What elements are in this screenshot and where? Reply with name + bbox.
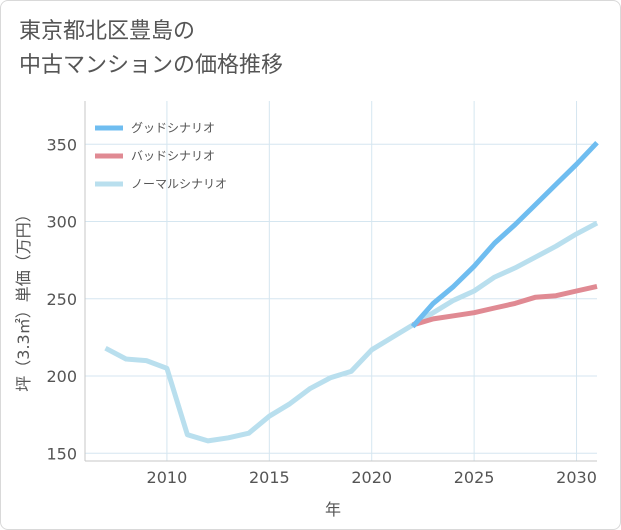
series-line-0 xyxy=(410,140,599,329)
series-lines xyxy=(104,140,599,444)
legend-entry: バッドシナリオ xyxy=(131,149,215,163)
x-tick-label: 2025 xyxy=(454,468,495,487)
legend-entry: グッドシナリオ xyxy=(131,121,215,135)
y-axis-title: 坪（3.3㎡）単価（万円） xyxy=(14,206,33,391)
y-tick-label: 250 xyxy=(46,290,77,309)
y-tick-label: 200 xyxy=(46,367,77,386)
axes xyxy=(84,101,597,462)
series-line-1 xyxy=(411,283,598,328)
chart-title-line-2: 中古マンションの価格推移 xyxy=(19,53,284,78)
x-tick-label: 2030 xyxy=(556,468,597,487)
y-tick-label: 300 xyxy=(46,213,77,232)
series-line-2 xyxy=(104,220,599,444)
x-tick-label: 2015 xyxy=(249,468,290,487)
legend-entry: ノーマルシナリオ xyxy=(131,177,227,191)
y-tick-label: 150 xyxy=(46,444,77,463)
x-tick-label: 2020 xyxy=(351,468,392,487)
chart-title: 東京都北区豊島の 中古マンションの価格推移 xyxy=(19,15,283,83)
y-tick-label: 350 xyxy=(46,135,77,154)
x-tick-label: 2010 xyxy=(147,468,188,487)
tick-labels: 2010 2015 2020 2025 2030 150 200 250 300 350 xyxy=(46,135,596,487)
chart-title-line-1: 東京都北区豊島の xyxy=(19,19,196,44)
x-axis-title: 年 xyxy=(325,500,341,519)
